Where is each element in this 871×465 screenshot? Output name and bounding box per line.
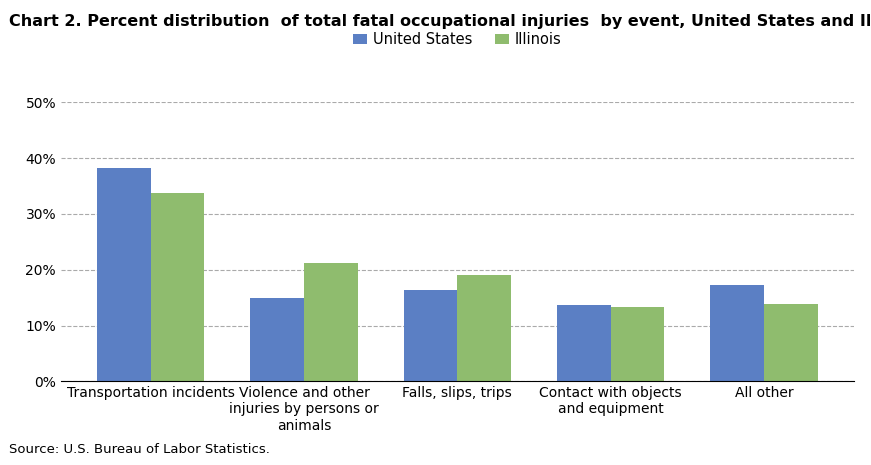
Legend: United States, Illinois: United States, Illinois: [347, 26, 568, 53]
Text: Source: U.S. Bureau of Labor Statistics.: Source: U.S. Bureau of Labor Statistics.: [9, 443, 270, 456]
Bar: [557, 306, 611, 381]
Bar: [304, 263, 358, 381]
Bar: [764, 304, 818, 381]
Bar: [710, 286, 764, 381]
Bar: [611, 307, 665, 381]
Bar: [457, 275, 511, 381]
Bar: [97, 167, 151, 381]
Bar: [403, 290, 457, 381]
Bar: [151, 193, 205, 381]
Bar: [250, 298, 304, 381]
Text: Chart 2. Percent distribution  of total fatal occupational injuries  by event, U: Chart 2. Percent distribution of total f…: [9, 14, 871, 29]
